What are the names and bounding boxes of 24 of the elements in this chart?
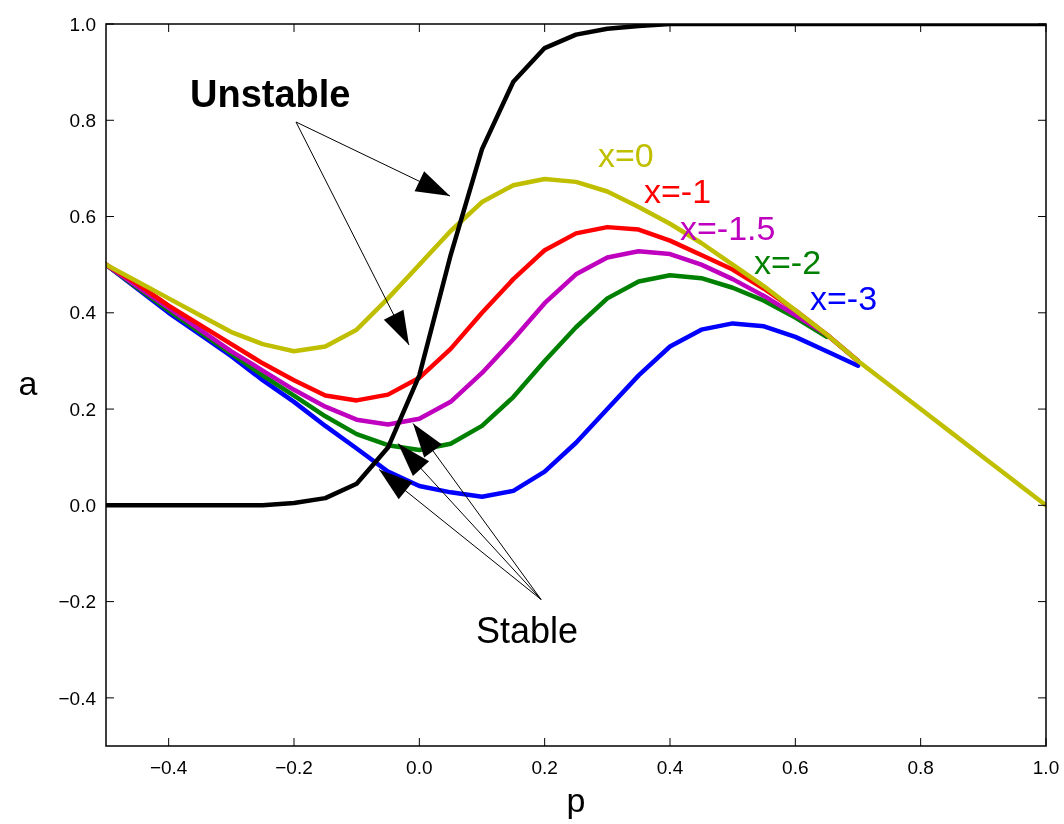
series-label: x=-3 [810, 279, 878, 317]
y-tick-label: 0.4 [69, 302, 97, 324]
x-tick-label: 0.6 [782, 757, 809, 778]
y-tick-label: −0.4 [58, 687, 97, 709]
y-tick-label: 1.0 [69, 13, 96, 35]
x-tick-label: −0.4 [149, 757, 188, 778]
annotation: Unstable [190, 73, 351, 115]
y-tick-label: −0.2 [58, 591, 96, 613]
x-tick-label: 0.4 [656, 757, 684, 778]
y-axis-title: a [18, 363, 38, 402]
x-tick-label: 0.2 [531, 757, 558, 778]
x-tick-label: 0.8 [907, 757, 934, 778]
series-label: x=0 [598, 136, 654, 174]
x-tick-label: 1.0 [1032, 757, 1060, 778]
annotation: Stable [476, 609, 579, 651]
x-tick-label: −0.2 [275, 757, 313, 778]
y-tick-label: 0.8 [69, 109, 96, 131]
y-tick-label: 0.0 [69, 494, 96, 516]
x-axis-title: p [566, 781, 586, 819]
series-label: x=-1 [644, 172, 712, 210]
y-tick-label: 0.2 [69, 398, 96, 420]
x-tick-label: 0.0 [406, 757, 433, 778]
line-series [106, 176, 1046, 508]
y-tick-label: 0.6 [69, 206, 96, 228]
